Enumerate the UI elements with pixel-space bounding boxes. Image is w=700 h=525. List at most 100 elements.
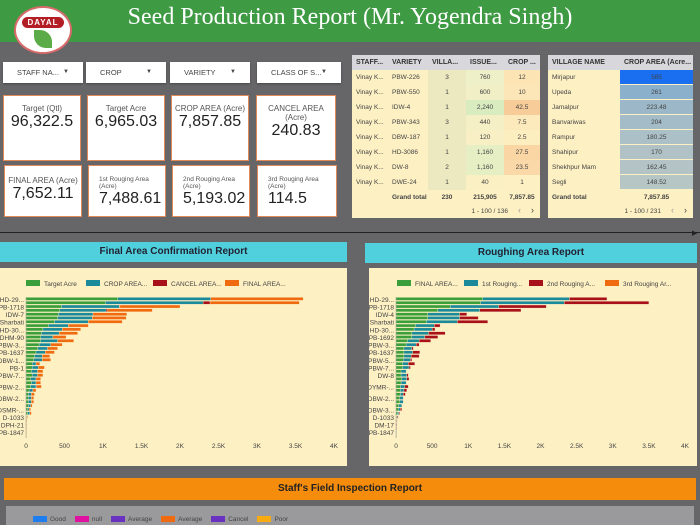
bar-segment[interactable] <box>31 400 34 404</box>
table-row[interactable]: Banvariwas 204 <box>548 115 693 130</box>
bar-segment[interactable] <box>54 320 89 324</box>
bar-segment[interactable] <box>209 301 300 305</box>
bar-segment[interactable] <box>26 423 28 427</box>
bar-segment[interactable] <box>25 301 106 305</box>
bar-segment[interactable] <box>412 350 420 354</box>
bar-segment[interactable] <box>30 377 37 381</box>
filter-dropdown[interactable]: VARIETY ▼ <box>170 62 250 83</box>
bar-segment[interactable] <box>416 342 420 347</box>
bar-segment[interactable] <box>50 342 63 347</box>
bar-segment[interactable] <box>395 316 428 320</box>
bar-segment[interactable] <box>58 331 78 335</box>
bar-segment[interactable] <box>418 339 431 343</box>
bar-segment[interactable] <box>40 335 54 339</box>
bar-segment[interactable] <box>400 407 402 412</box>
table-row[interactable]: Vinay K... IDW-4 1 2,240 42.5 <box>352 100 540 115</box>
bar-segment[interactable] <box>395 403 400 408</box>
bar-segment[interactable] <box>32 373 38 377</box>
bar-segment[interactable] <box>403 388 407 393</box>
bar-segment[interactable] <box>395 373 402 377</box>
bar-segment[interactable] <box>105 308 108 312</box>
bar-segment[interactable] <box>28 388 34 393</box>
bar-segment[interactable] <box>45 350 55 354</box>
legend-label[interactable]: 1st Rouging... <box>482 281 522 288</box>
bar-segment[interactable] <box>403 392 406 396</box>
bar-segment[interactable] <box>31 392 35 396</box>
bar-segment[interactable] <box>437 308 480 312</box>
bar-segment[interactable] <box>25 297 118 301</box>
legend-label[interactable]: 2nd Rouging A... <box>547 281 595 288</box>
bar-segment[interactable] <box>25 323 49 328</box>
table-row[interactable]: Vinay K... PBW-226 3 760 12 <box>352 70 540 85</box>
bar-segment[interactable] <box>411 354 420 358</box>
bar-segment[interactable] <box>396 419 398 423</box>
bar-segment[interactable] <box>59 308 107 312</box>
bar-segment[interactable] <box>88 320 123 324</box>
bar-segment[interactable] <box>395 362 403 366</box>
bar-segment[interactable] <box>25 320 55 324</box>
bar-segment[interactable] <box>25 377 31 381</box>
bar-segment[interactable] <box>395 381 402 385</box>
bar-segment[interactable] <box>395 339 408 343</box>
bar-segment[interactable] <box>400 381 407 385</box>
bar-segment[interactable] <box>28 400 32 404</box>
bar-segment[interactable] <box>395 331 413 335</box>
bar-segment[interactable] <box>395 297 483 301</box>
bar-segment[interactable] <box>25 304 62 309</box>
bar-segment[interactable] <box>482 297 570 301</box>
legend-item[interactable]: Good <box>33 516 66 523</box>
bar-segment[interactable] <box>25 369 32 373</box>
table-row[interactable]: Shahipur 170 <box>548 145 693 160</box>
column-header[interactable]: VILLAGE NAME <box>552 59 605 66</box>
bar-segment[interactable] <box>498 304 547 309</box>
prev-page-icon[interactable]: ‹ <box>518 205 521 215</box>
bar-segment[interactable] <box>25 358 34 362</box>
filter-dropdown[interactable]: STAFF NA... ▼ <box>3 62 83 83</box>
legend-item[interactable]: Cancel <box>211 516 248 523</box>
bar-segment[interactable] <box>395 400 400 404</box>
column-header[interactable]: CROP AREA (Acre... <box>624 59 692 66</box>
bar-segment[interactable] <box>25 350 37 354</box>
bar-segment[interactable] <box>401 377 407 381</box>
bar-segment[interactable] <box>42 358 51 362</box>
bar-segment[interactable] <box>32 362 37 366</box>
bar-segment[interactable] <box>25 381 32 385</box>
bar-segment[interactable] <box>25 316 58 320</box>
bar-segment[interactable] <box>62 327 81 332</box>
bar-segment[interactable] <box>37 346 48 351</box>
bar-segment[interactable] <box>28 403 31 408</box>
bar-segment[interactable] <box>396 426 397 431</box>
bar-segment[interactable] <box>35 350 46 354</box>
bar-segment[interactable] <box>395 388 401 393</box>
next-page-icon[interactable]: › <box>684 205 687 215</box>
legend-label[interactable]: FINAL AREA... <box>243 281 286 288</box>
bar-segment[interactable] <box>405 342 417 347</box>
table-row[interactable]: Jamalpur 223.48 <box>548 100 693 115</box>
bar-segment[interactable] <box>395 327 415 332</box>
bar-segment[interactable] <box>399 400 404 404</box>
table-row[interactable]: Vinay K... DWE-24 1 40 1 <box>352 175 540 190</box>
bar-segment[interactable] <box>400 373 407 377</box>
bar-segment[interactable] <box>431 327 436 332</box>
bar-segment[interactable] <box>36 384 42 389</box>
legend-label[interactable]: 3rd Rouging Ar... <box>623 281 672 288</box>
bar-segment[interactable] <box>434 323 441 328</box>
bar-segment[interactable] <box>58 312 94 316</box>
bar-segment[interactable] <box>37 369 44 373</box>
bar-segment[interactable] <box>25 346 38 351</box>
bar-segment[interactable] <box>210 297 304 301</box>
table-row[interactable]: Shekhpur Mam 162.45 <box>548 160 693 175</box>
bar-segment[interactable] <box>35 377 41 381</box>
bar-segment[interactable] <box>25 396 29 400</box>
column-header[interactable]: ISSUE... <box>470 59 497 66</box>
bar-segment[interactable] <box>424 335 439 339</box>
bar-segment[interactable] <box>411 335 426 339</box>
bar-segment[interactable] <box>403 354 412 358</box>
column-header[interactable]: STAFF... <box>356 59 384 66</box>
bar-segment[interactable] <box>107 308 153 312</box>
bar-segment[interactable] <box>41 331 60 335</box>
bar-segment[interactable] <box>398 411 400 415</box>
bar-segment[interactable] <box>68 323 89 328</box>
bar-segment[interactable] <box>26 415 28 419</box>
bar-segment[interactable] <box>92 316 127 320</box>
